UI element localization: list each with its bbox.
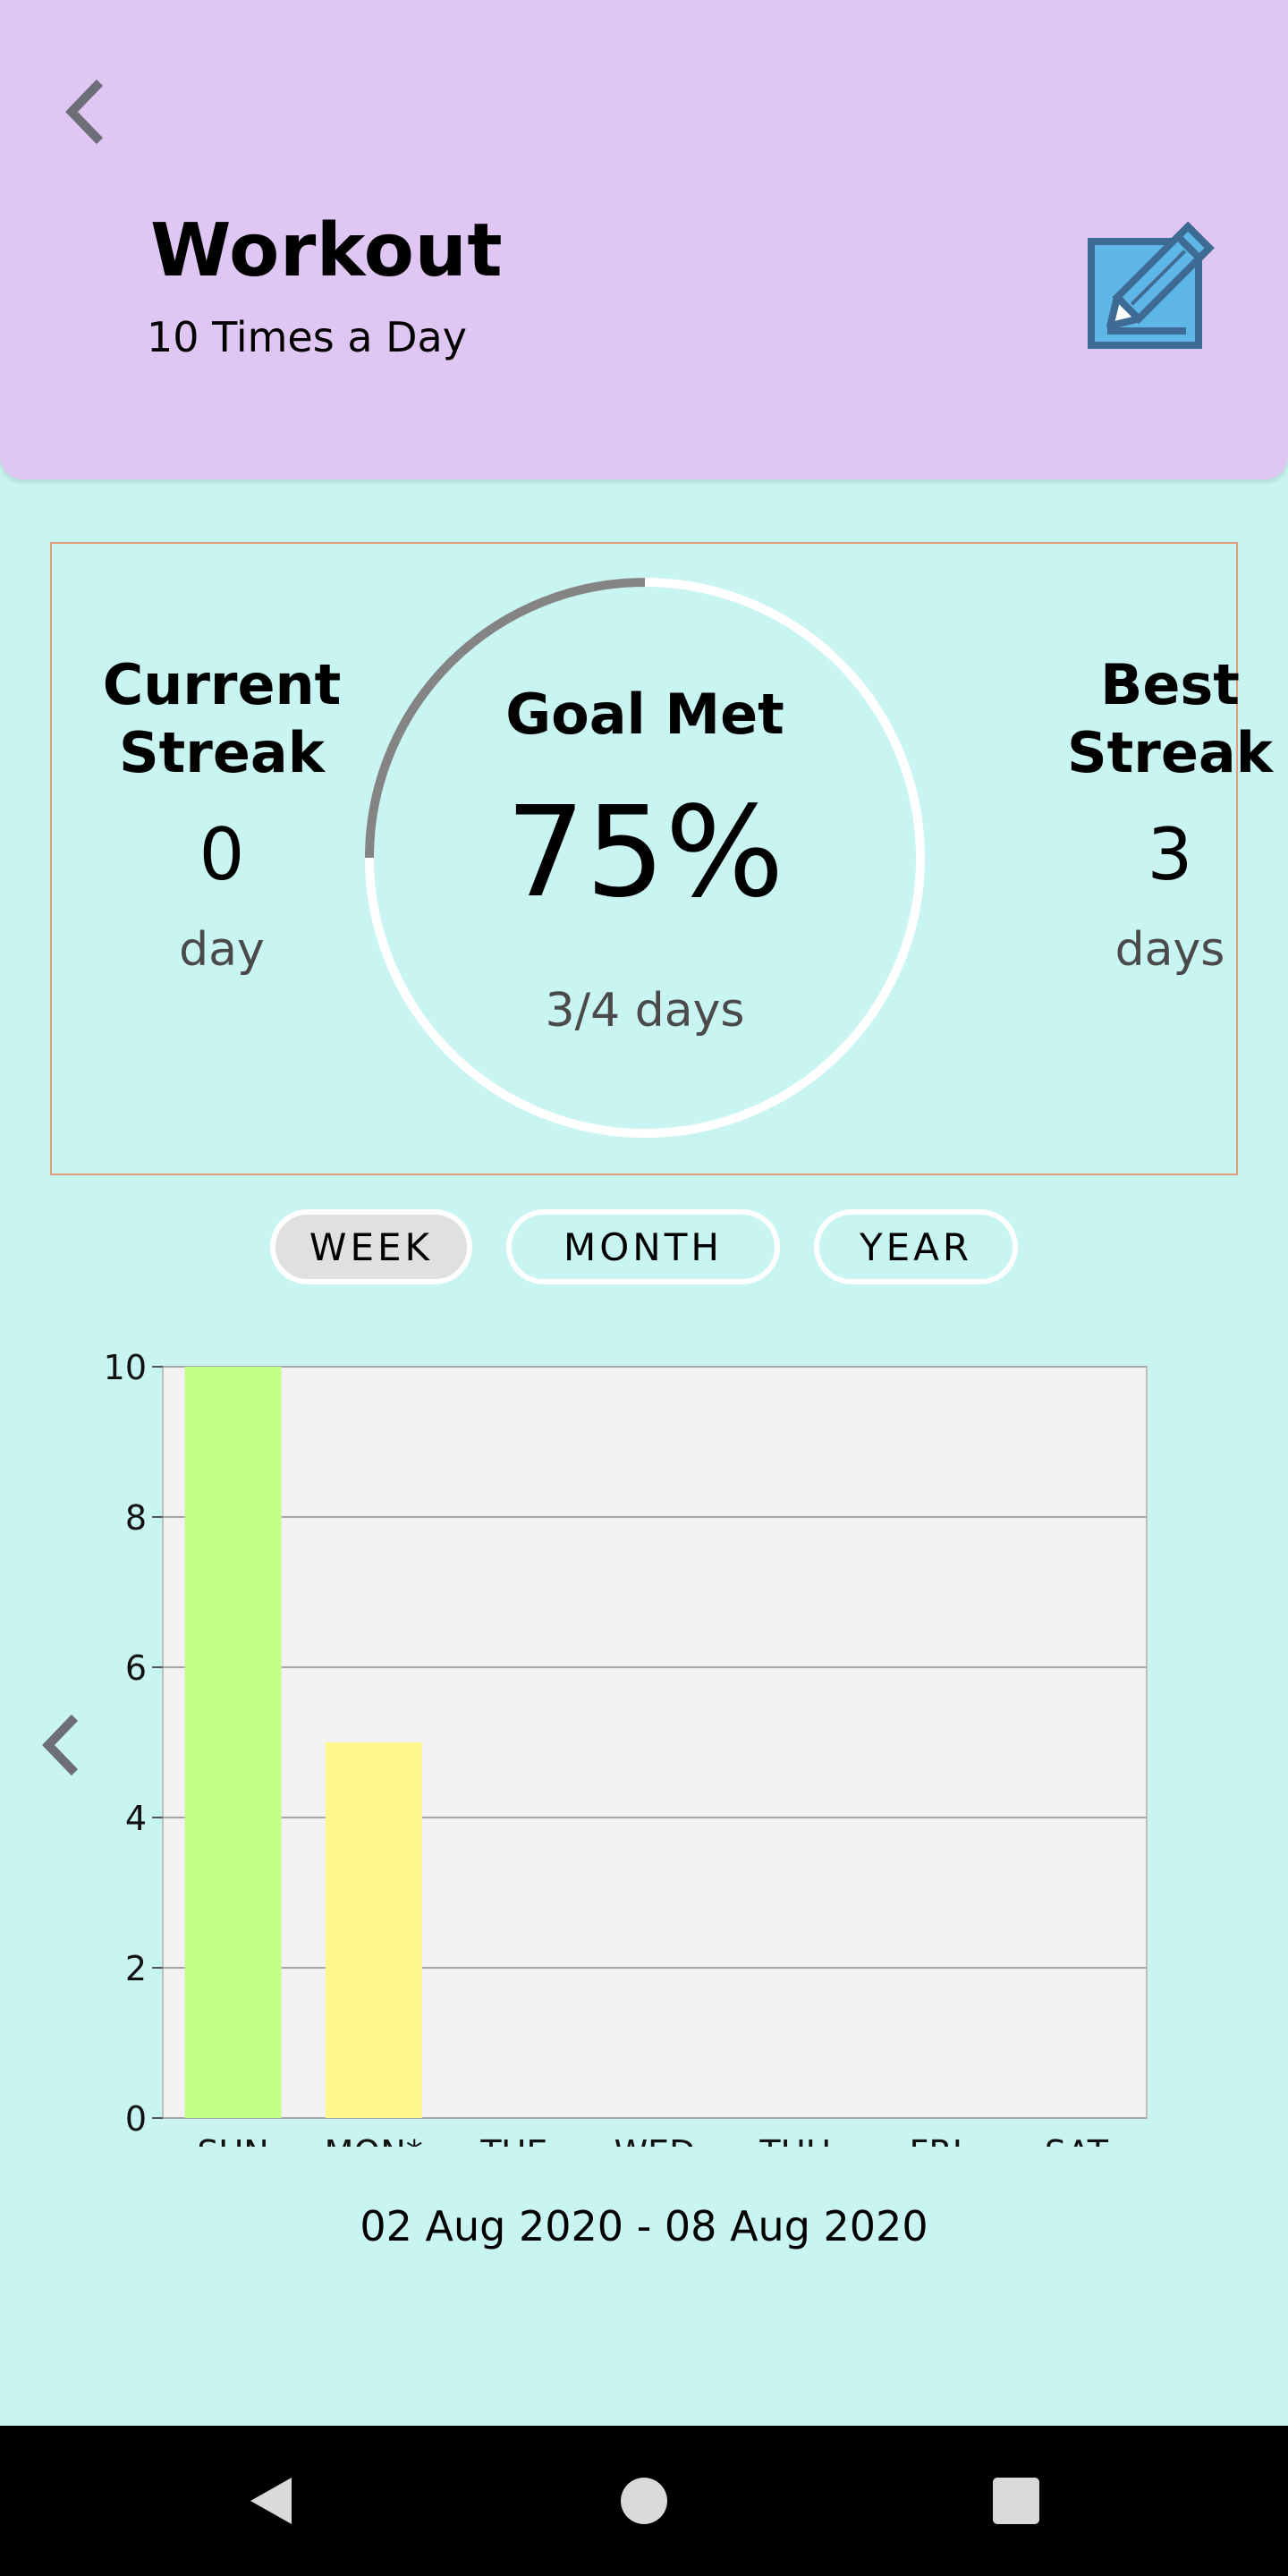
weekly-bar-chart: 0 2 4 6 8 10 SUN MON* TUE WED THU FRI SAT (104, 1348, 1148, 2147)
chart-ytick-label: 2 (125, 1949, 147, 1988)
chart-bar (325, 1742, 422, 2118)
goal-progress-arc (365, 578, 646, 859)
goal-days: 3/4 days (545, 984, 745, 1038)
nav-recents-button[interactable] (987, 2472, 1045, 2529)
goal-progress-ring: Goal Met 75% 3/4 days (354, 567, 936, 1148)
habit-frequency: 10 Times a Day (147, 313, 467, 361)
pencil-square-icon (1088, 221, 1215, 349)
back-button[interactable] (55, 72, 118, 152)
goal-percent: 75% (505, 780, 784, 926)
tab-week[interactable]: WEEK (270, 1209, 472, 1284)
previous-week-button[interactable] (34, 1712, 88, 1778)
chart-date-range: 02 Aug 2020 - 08 Aug 2020 (360, 2202, 928, 2250)
chart-ytick-label: 10 (104, 1348, 147, 1387)
best-streak: Best Streak 3 days (1036, 651, 1288, 973)
best-streak-label: Best Streak (1067, 652, 1273, 785)
habit-title: Workout (150, 208, 504, 293)
chart-xtick-label: TUE (479, 2133, 547, 2147)
chart-ytick-label: 4 (125, 1799, 147, 1838)
chart-ytick-label: 0 (125, 2099, 147, 2139)
chart-xtick-label: SUN (197, 2133, 268, 2147)
nav-back-button[interactable] (243, 2472, 301, 2529)
best-streak-unit: days (1114, 923, 1225, 977)
chart-xtick-label: FRI (910, 2133, 962, 2147)
circle-home-icon (621, 2478, 667, 2524)
tab-month[interactable]: MONTH (506, 1209, 780, 1284)
nav-home-button[interactable] (615, 2472, 673, 2529)
chart-ytick-label: 6 (125, 1648, 147, 1688)
goal-label: Goal Met (505, 682, 784, 747)
square-recents-icon (993, 2478, 1039, 2524)
current-streak-value: 0 (199, 813, 245, 896)
edit-button[interactable] (1082, 211, 1220, 354)
triangle-back-icon (250, 2478, 292, 2524)
tab-year[interactable]: YEAR (814, 1209, 1018, 1284)
system-nav-bar (0, 2426, 1288, 2576)
chevron-left-icon (42, 1714, 79, 1776)
chart-xtick-label: MON* (325, 2133, 423, 2147)
chart-ytick-label: 8 (125, 1498, 147, 1538)
chart-bar (184, 1367, 282, 2118)
current-streak-unit: day (179, 923, 265, 977)
stats-card: Current Streak 0 day Goal Met 75% 3/4 da… (50, 542, 1273, 1175)
best-streak-value: 3 (1147, 813, 1193, 896)
chart-xtick-label: WED (614, 2133, 696, 2147)
current-streak-label: Current Streak (102, 652, 342, 785)
chart-xtick-label: SAT (1045, 2133, 1109, 2147)
header: Workout 10 Times a Day (0, 0, 1288, 479)
current-streak: Current Streak 0 day (88, 651, 356, 973)
chevron-left-icon (65, 79, 104, 145)
chart-plot-area (162, 1366, 1148, 2119)
chart-xtick-label: THU (758, 2133, 831, 2147)
